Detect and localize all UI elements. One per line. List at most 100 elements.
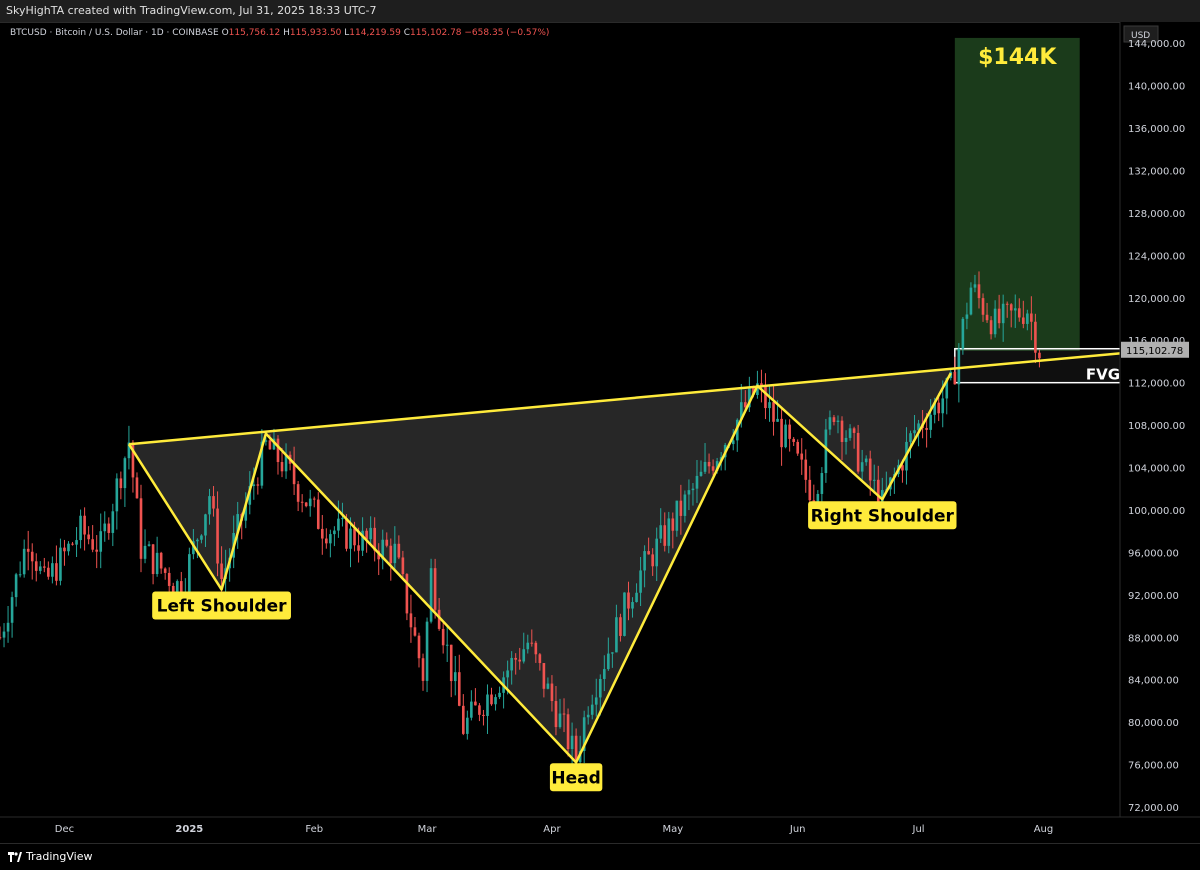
candle-body bbox=[55, 563, 58, 581]
candle-body bbox=[38, 566, 42, 571]
candle-body bbox=[119, 478, 123, 489]
candle-body bbox=[143, 545, 147, 559]
candle-body bbox=[236, 514, 240, 534]
pattern-zigzag bbox=[127, 372, 952, 764]
candle-body bbox=[538, 654, 542, 664]
candle-body bbox=[171, 585, 175, 594]
candle-body bbox=[832, 417, 836, 422]
candle-body bbox=[304, 502, 308, 507]
candle-body bbox=[272, 438, 276, 450]
candle-body bbox=[731, 440, 735, 445]
symbol-name: BTCUSD · Bitcoin / U.S. Dollar · 1D · CO… bbox=[10, 28, 219, 38]
candle-body bbox=[957, 348, 961, 385]
candle-body bbox=[788, 424, 791, 439]
currency-badge[interactable] bbox=[1123, 25, 1159, 43]
x-tick-label: Jul bbox=[912, 824, 925, 835]
pattern-label-box bbox=[549, 763, 603, 792]
candle-body bbox=[784, 424, 787, 448]
candle-body bbox=[425, 621, 429, 681]
candle-body bbox=[744, 402, 747, 408]
candle-body bbox=[91, 539, 94, 550]
candle-body bbox=[71, 543, 74, 545]
candle-body bbox=[941, 398, 945, 414]
candle-body bbox=[14, 574, 18, 598]
y-tick-label: 144,000.00 bbox=[1128, 39, 1185, 50]
candle-body bbox=[933, 402, 936, 415]
candle-body bbox=[611, 652, 614, 654]
candle-body bbox=[804, 459, 808, 480]
candle-body bbox=[828, 417, 832, 430]
candle-body bbox=[95, 549, 98, 552]
candle-body bbox=[296, 484, 300, 502]
x-tick-label: Aug bbox=[1034, 824, 1054, 835]
neckline bbox=[128, 351, 1125, 446]
candle-body bbox=[856, 432, 860, 472]
candle-body bbox=[276, 438, 280, 463]
candle-body bbox=[836, 420, 840, 422]
candlestick-chart[interactable]: BTCUSD · Bitcoin / U.S. Dollar · 1D · CO… bbox=[0, 22, 1200, 843]
candle-body bbox=[635, 592, 638, 603]
candle-body bbox=[401, 557, 405, 575]
y-tick-label: 124,000.00 bbox=[1128, 251, 1185, 262]
open-value: 115,756.12 bbox=[229, 28, 281, 38]
candle-body bbox=[659, 525, 663, 539]
low-value: 114,219.59 bbox=[349, 28, 401, 38]
candle-body bbox=[417, 635, 421, 659]
candle-body bbox=[776, 418, 779, 422]
svg-text:BTCUSD · Bitcoin / U.S. Dollar: BTCUSD · Bitcoin / U.S. Dollar · 1D · CO… bbox=[10, 28, 549, 38]
candle-body bbox=[26, 548, 30, 552]
candle-body bbox=[260, 441, 264, 486]
candle-body bbox=[264, 440, 268, 442]
candle-body bbox=[800, 453, 804, 460]
pattern-label-text: Left Shoulder bbox=[157, 596, 287, 616]
candle-body bbox=[816, 493, 820, 507]
y-tick-label: 84,000.00 bbox=[1128, 676, 1179, 687]
candle-body bbox=[325, 538, 328, 544]
x-tick-label: Apr bbox=[543, 824, 561, 835]
y-tick-label: 108,000.00 bbox=[1128, 421, 1185, 432]
pattern-lines bbox=[127, 351, 1125, 764]
candle-body bbox=[667, 518, 671, 546]
target-zone-box bbox=[954, 37, 1080, 351]
candle-body bbox=[901, 465, 904, 471]
candle-body bbox=[840, 420, 844, 442]
x-tick-label: Mar bbox=[418, 824, 438, 835]
y-tick-label: 140,000.00 bbox=[1128, 82, 1185, 93]
candle-body bbox=[43, 566, 46, 568]
candle-body bbox=[852, 428, 856, 433]
y-axis[interactable]: USD 144,000.00 140,000.00 136,000.00 132,00… bbox=[1119, 22, 1200, 817]
candle-body bbox=[603, 669, 606, 679]
candle-body bbox=[703, 461, 707, 472]
y-tick-label: 72,000.00 bbox=[1128, 803, 1179, 814]
y-tick-label: 80,000.00 bbox=[1128, 718, 1179, 729]
candle-body bbox=[993, 308, 997, 335]
candle-body bbox=[1034, 321, 1037, 353]
y-tick-label: 88,000.00 bbox=[1128, 633, 1179, 644]
candle-body bbox=[453, 672, 457, 682]
candle-body bbox=[103, 523, 107, 532]
candle-body bbox=[18, 574, 22, 576]
candle-body bbox=[627, 592, 630, 609]
candle-body bbox=[47, 567, 50, 577]
candle-body bbox=[365, 530, 368, 540]
x-axis[interactable]: Dec 2025 Feb Mar Apr May Jun Jul Aug bbox=[55, 824, 1053, 835]
candle-body bbox=[848, 428, 852, 438]
candle-body bbox=[292, 463, 296, 485]
tradingview-logo[interactable]: TradingView bbox=[8, 850, 92, 863]
candle-body bbox=[252, 484, 256, 487]
candle-body bbox=[522, 649, 526, 662]
candle-body bbox=[135, 477, 139, 499]
candle-body bbox=[909, 433, 912, 442]
candle-body bbox=[925, 428, 928, 430]
candle-body bbox=[675, 500, 679, 531]
candle-body bbox=[200, 535, 203, 540]
candle-body bbox=[582, 717, 586, 752]
candle-body bbox=[441, 628, 445, 646]
candle-body bbox=[385, 539, 389, 546]
pattern-fill bbox=[128, 368, 951, 763]
candle-body bbox=[554, 701, 558, 728]
candle-body bbox=[542, 663, 546, 689]
candle-body bbox=[1026, 313, 1029, 324]
candle-body bbox=[651, 554, 654, 567]
candle-body bbox=[248, 486, 252, 505]
